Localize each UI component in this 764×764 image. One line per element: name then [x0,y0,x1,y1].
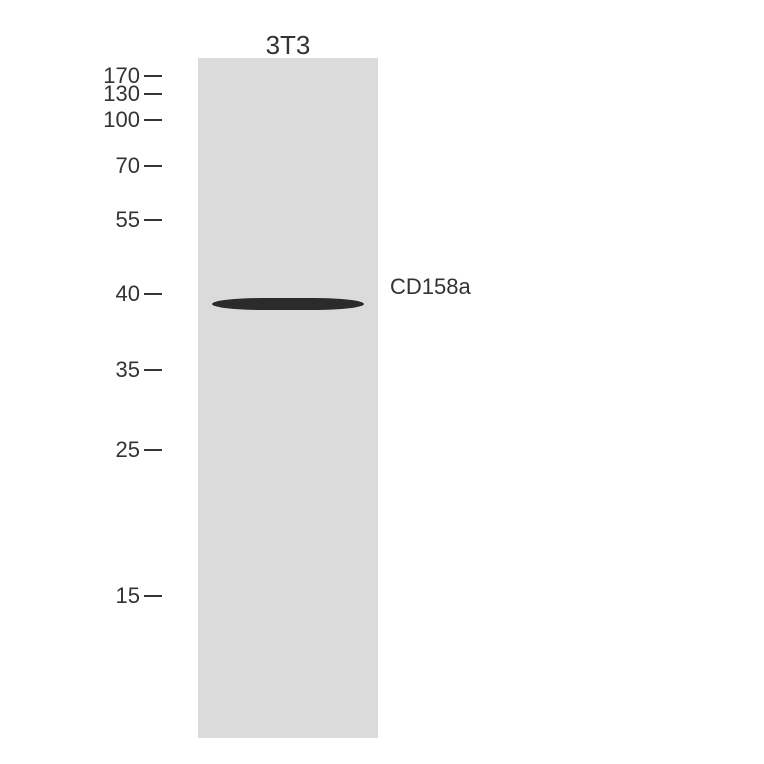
marker-tick [144,293,162,295]
lane-header-label: 3T3 [266,30,311,61]
marker-tick [144,369,162,371]
blot-lane: 3T3 [198,58,378,738]
western-blot-figure: 3T3 170130100705540352515 CD158a [26,26,738,738]
protein-band [212,298,364,310]
marker-label: 130 [103,81,140,107]
marker-label: 15 [116,583,140,609]
marker-label: 40 [116,281,140,307]
marker-label: 70 [116,153,140,179]
marker-tick [144,75,162,77]
marker-tick [144,449,162,451]
marker-label: 55 [116,207,140,233]
marker-tick [144,219,162,221]
marker-label: 100 [103,107,140,133]
marker-tick [144,165,162,167]
marker-label: 35 [116,357,140,383]
marker-tick [144,93,162,95]
target-protein-label: CD158a [390,274,471,300]
marker-label: 25 [116,437,140,463]
marker-tick [144,119,162,121]
marker-tick [144,595,162,597]
